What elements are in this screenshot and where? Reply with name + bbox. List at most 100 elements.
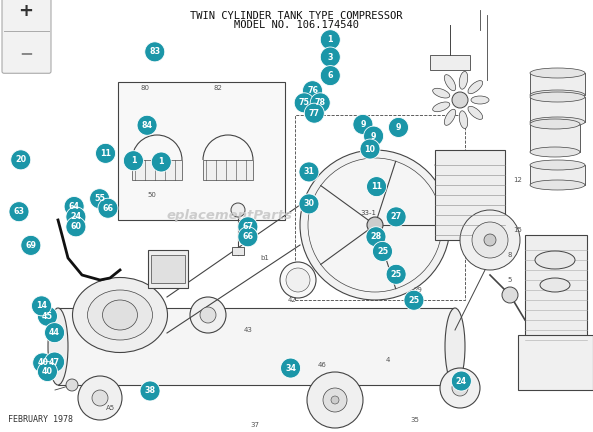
Ellipse shape (530, 117, 585, 127)
Text: 46: 46 (318, 362, 326, 368)
Circle shape (33, 353, 53, 373)
Bar (530, 165, 585, 185)
Circle shape (66, 217, 86, 237)
Text: 9: 9 (371, 132, 377, 140)
Text: 64: 64 (69, 202, 79, 211)
Text: b1: b1 (260, 255, 269, 261)
Text: 9: 9 (360, 120, 366, 129)
Text: 38: 38 (145, 387, 155, 395)
Circle shape (367, 217, 383, 233)
Circle shape (98, 198, 118, 218)
Text: MODEL NO. 106.174540: MODEL NO. 106.174540 (234, 20, 359, 30)
Ellipse shape (103, 300, 138, 330)
Text: 80: 80 (141, 85, 149, 91)
Text: 6: 6 (327, 71, 333, 80)
Circle shape (484, 234, 496, 246)
Text: 66: 66 (103, 204, 113, 213)
Circle shape (92, 390, 108, 406)
Text: 24: 24 (456, 377, 467, 385)
Ellipse shape (530, 92, 585, 102)
Ellipse shape (530, 68, 585, 78)
Circle shape (451, 371, 471, 391)
Circle shape (64, 197, 84, 216)
Circle shape (66, 207, 86, 227)
Bar (530, 124, 580, 152)
Text: 78: 78 (315, 98, 326, 107)
Text: 60: 60 (71, 222, 81, 231)
Circle shape (44, 323, 65, 343)
Text: A5: A5 (106, 405, 114, 411)
Bar (132, 160, 182, 180)
Circle shape (37, 306, 58, 326)
Circle shape (140, 381, 160, 401)
Text: 8: 8 (508, 252, 512, 258)
Text: 4: 4 (386, 357, 390, 363)
Circle shape (151, 152, 171, 172)
Ellipse shape (444, 109, 455, 125)
Text: 69: 69 (25, 241, 36, 250)
Circle shape (440, 368, 480, 408)
Text: 31: 31 (304, 168, 314, 176)
Ellipse shape (72, 277, 167, 353)
Circle shape (372, 241, 393, 261)
Ellipse shape (468, 106, 483, 119)
Bar (148, 250, 188, 288)
Text: 30: 30 (304, 200, 314, 208)
Text: 12: 12 (514, 177, 522, 183)
Circle shape (238, 217, 258, 237)
Text: 63: 63 (14, 207, 24, 216)
Circle shape (299, 162, 319, 182)
Circle shape (307, 372, 363, 428)
Circle shape (294, 93, 314, 113)
Text: 3: 3 (327, 53, 333, 61)
Circle shape (238, 227, 258, 247)
Text: 76: 76 (307, 86, 318, 95)
Circle shape (280, 358, 301, 378)
Circle shape (190, 297, 226, 333)
Ellipse shape (88, 290, 152, 340)
Text: 37: 37 (250, 422, 260, 428)
Circle shape (331, 396, 339, 404)
Bar (430, 55, 470, 70)
Circle shape (320, 47, 340, 67)
Circle shape (472, 222, 508, 258)
Ellipse shape (459, 71, 468, 89)
Circle shape (360, 139, 380, 159)
Bar (232, 247, 244, 255)
Circle shape (78, 376, 122, 420)
Circle shape (11, 150, 31, 170)
Text: 77: 77 (309, 109, 320, 118)
Circle shape (404, 290, 424, 310)
Text: 1: 1 (158, 158, 164, 166)
Circle shape (137, 115, 157, 135)
Circle shape (452, 380, 468, 396)
Ellipse shape (433, 88, 449, 98)
Text: 15: 15 (514, 227, 522, 233)
Bar (525, 235, 587, 345)
Text: FEBRUARY 1978: FEBRUARY 1978 (8, 415, 73, 424)
Circle shape (320, 66, 340, 86)
Circle shape (66, 379, 78, 391)
Ellipse shape (433, 102, 449, 112)
Circle shape (502, 287, 518, 303)
Text: 25: 25 (391, 270, 401, 279)
Text: 44: 44 (49, 328, 60, 337)
Text: 10: 10 (365, 145, 375, 153)
Circle shape (123, 151, 144, 171)
Text: 82: 82 (213, 85, 222, 91)
Text: 24: 24 (71, 213, 81, 221)
Circle shape (286, 268, 310, 292)
Ellipse shape (540, 278, 570, 292)
Bar (530, 97, 585, 122)
Circle shape (299, 194, 319, 214)
Text: 11: 11 (100, 149, 111, 158)
Bar (518, 335, 593, 390)
Circle shape (460, 210, 520, 270)
Text: 66: 66 (243, 232, 253, 241)
Text: 67: 67 (243, 222, 253, 231)
Ellipse shape (48, 308, 68, 385)
Circle shape (31, 296, 52, 316)
Text: 83: 83 (149, 48, 160, 56)
Circle shape (308, 158, 442, 292)
Text: 33-1: 33-1 (360, 210, 376, 216)
